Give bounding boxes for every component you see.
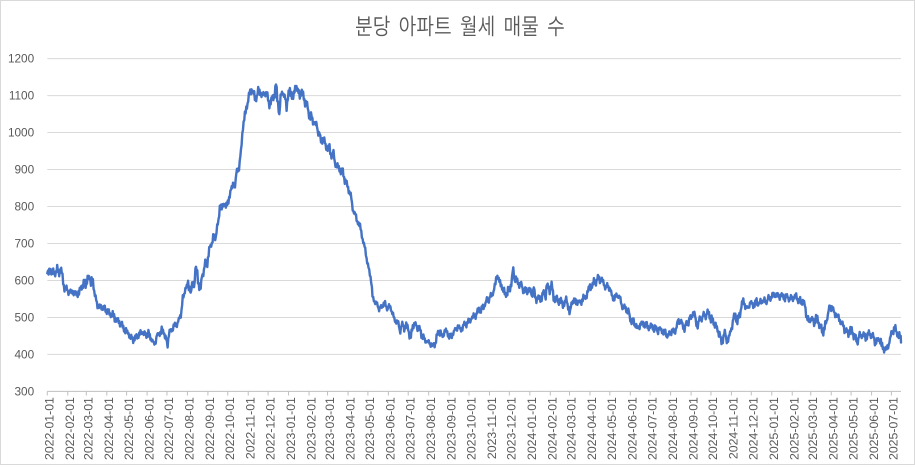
svg-text:2022-12-01: 2022-12-01 <box>263 397 277 460</box>
svg-text:2023-02-01: 2023-02-01 <box>304 397 318 460</box>
svg-text:2022-11-01: 2022-11-01 <box>243 397 257 459</box>
svg-text:2025-03-01: 2025-03-01 <box>806 397 820 460</box>
svg-text:1200: 1200 <box>8 52 35 66</box>
svg-text:2022-01-01: 2022-01-01 <box>43 397 57 460</box>
svg-text:2025-05-01: 2025-05-01 <box>846 397 860 460</box>
svg-text:2023-05-01: 2023-05-01 <box>363 397 377 460</box>
svg-text:2023-04-01: 2023-04-01 <box>343 397 357 460</box>
svg-text:2023-07-01: 2023-07-01 <box>403 397 417 460</box>
svg-text:2022-03-01: 2022-03-01 <box>82 397 96 460</box>
svg-text:2023-03-01: 2023-03-01 <box>323 397 337 460</box>
svg-text:2023-12-01: 2023-12-01 <box>505 397 519 460</box>
svg-text:2022-02-01: 2022-02-01 <box>63 397 77 460</box>
svg-text:900: 900 <box>15 163 35 177</box>
svg-text:2022-08-01: 2022-08-01 <box>183 397 197 460</box>
svg-text:2022-07-01: 2022-07-01 <box>162 397 176 460</box>
svg-text:2023-08-01: 2023-08-01 <box>424 397 438 460</box>
svg-text:2025-07-01: 2025-07-01 <box>887 397 901 460</box>
svg-text:2024-02-01: 2024-02-01 <box>546 397 560 460</box>
svg-text:2024-01-01: 2024-01-01 <box>525 397 539 460</box>
svg-text:2023-06-01: 2023-06-01 <box>384 397 398 460</box>
svg-text:2024-03-01: 2024-03-01 <box>565 397 579 460</box>
svg-text:2022-10-01: 2022-10-01 <box>223 397 237 460</box>
svg-text:2023-01-01: 2023-01-01 <box>284 397 298 460</box>
svg-text:2022-09-01: 2022-09-01 <box>203 397 217 460</box>
svg-text:2024-08-01: 2024-08-01 <box>666 397 680 460</box>
svg-text:700: 700 <box>15 237 35 251</box>
svg-text:600: 600 <box>15 274 35 288</box>
svg-text:2022-05-01: 2022-05-01 <box>122 397 136 460</box>
svg-text:1100: 1100 <box>9 89 35 103</box>
svg-text:300: 300 <box>15 384 35 398</box>
svg-text:2024-09-01: 2024-09-01 <box>686 397 700 460</box>
svg-text:2025-01-01: 2025-01-01 <box>767 397 781 460</box>
svg-text:2024-10-01: 2024-10-01 <box>706 397 720 460</box>
svg-text:2022-04-01: 2022-04-01 <box>102 397 116 460</box>
svg-text:2024-11-01: 2024-11-01 <box>727 397 741 459</box>
svg-text:2025-04-01: 2025-04-01 <box>827 397 841 460</box>
svg-text:2023-09-01: 2023-09-01 <box>444 397 458 460</box>
svg-text:2025-02-01: 2025-02-01 <box>788 397 802 460</box>
svg-text:2023-11-01: 2023-11-01 <box>485 397 499 459</box>
svg-text:2022-06-01: 2022-06-01 <box>142 397 156 460</box>
svg-text:400: 400 <box>15 347 35 361</box>
svg-text:2024-07-01: 2024-07-01 <box>645 397 659 460</box>
svg-text:1000: 1000 <box>8 126 35 140</box>
svg-text:2024-06-01: 2024-06-01 <box>626 397 640 460</box>
svg-text:2024-12-01: 2024-12-01 <box>747 397 761 460</box>
svg-text:2023-10-01: 2023-10-01 <box>464 397 478 460</box>
svg-text:2025-06-01: 2025-06-01 <box>867 397 881 460</box>
svg-text:2024-05-01: 2024-05-01 <box>605 397 619 460</box>
svg-text:800: 800 <box>15 200 35 214</box>
svg-text:500: 500 <box>15 310 35 324</box>
svg-text:2024-04-01: 2024-04-01 <box>585 397 599 460</box>
